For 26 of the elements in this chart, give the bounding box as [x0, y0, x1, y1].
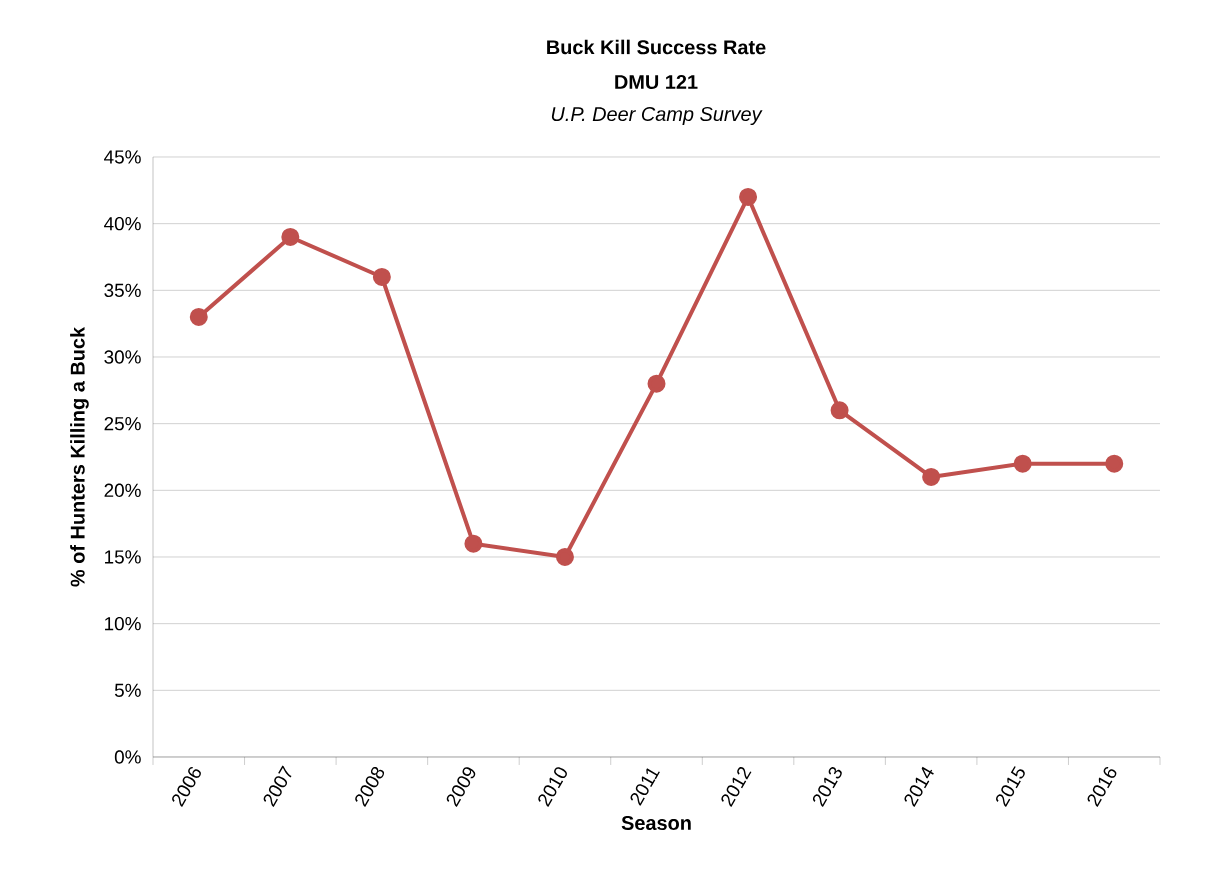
y-tick-label: 25%: [104, 416, 141, 431]
y-tick-label: 5%: [114, 683, 141, 697]
y-tick-label: 20%: [104, 483, 141, 498]
y-tick-label: 35%: [104, 283, 141, 298]
y-tick-label: 30%: [104, 350, 141, 364]
point: [372, 267, 391, 286]
point: [555, 547, 574, 566]
x-axis-title: Season: [621, 815, 691, 831]
point: [739, 187, 758, 206]
point: [1013, 454, 1032, 473]
chart-subtitle: DMU 121: [615, 74, 698, 90]
point: [189, 307, 208, 326]
point: [1105, 454, 1124, 473]
text: U.P. Deer Camp Survey: [551, 106, 763, 126]
y-axis-title: % of Hunters Killing a Buck: [70, 326, 89, 587]
y-tick-label: 15%: [105, 550, 141, 564]
point: [647, 374, 666, 393]
point: [922, 467, 941, 486]
point: [464, 534, 483, 553]
y-tick-label: 10%: [105, 616, 141, 631]
chart-title: Buck Kill Success Rate: [547, 39, 766, 55]
point: [281, 227, 300, 246]
y-tick-label: 0%: [114, 750, 141, 764]
point: [830, 401, 849, 420]
y-tick-label: 40%: [104, 216, 141, 231]
y-tick-label: 45%: [104, 150, 141, 164]
